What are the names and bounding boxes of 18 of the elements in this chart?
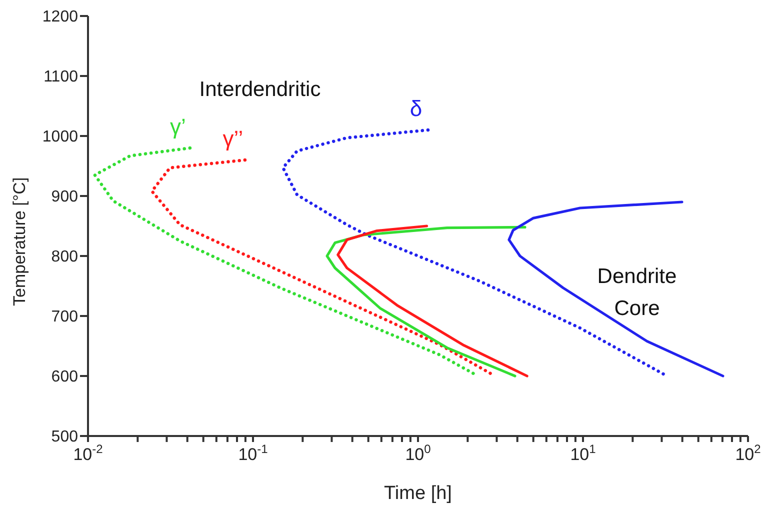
x-axis-title: Time [h] — [384, 483, 452, 504]
y-tick-label: 1100 — [44, 68, 78, 86]
y-tick-label: 800 — [51, 248, 78, 266]
y-axis-title: Temperature [°C] — [10, 177, 30, 306]
x-tick-label: 10$^{0}$ — [405, 442, 432, 464]
y-tick-label: 600 — [51, 368, 78, 386]
series-label: γ’ — [170, 114, 186, 139]
series-label: δ — [410, 96, 422, 121]
y-tick-label: 1000 — [42, 128, 78, 146]
x-tick-label: 10$^{1}$ — [570, 442, 596, 464]
annotation: Interdendritic — [198, 77, 322, 103]
series-label: γ’’ — [222, 126, 244, 151]
y-tick-label: 700 — [51, 308, 78, 326]
x-tick-label: 10$^{-1}$ — [238, 442, 268, 464]
y-tick-label: 900 — [51, 188, 78, 206]
y-tick-label: 1200 — [42, 8, 78, 26]
x-tick-label: 10$^{2}$ — [735, 442, 762, 464]
annotation: Dendrite Core — [596, 264, 678, 322]
